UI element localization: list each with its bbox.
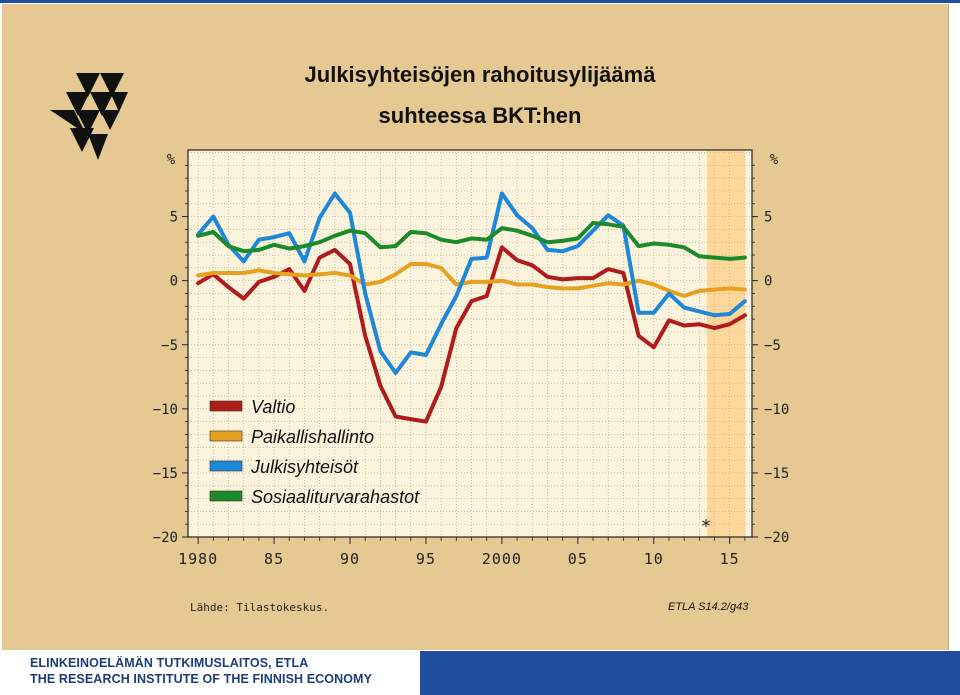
chart-title: Julkisyhteisöjen rahoitusylijäämä (304, 62, 656, 87)
x-tick-label: 1980 (178, 550, 218, 568)
legend-swatch (209, 490, 243, 502)
y-tick-label-right: −10 (764, 402, 789, 418)
legend-label: Sosiaaliturvarahastot (251, 487, 420, 507)
series-line-paikallishallinto (196, 262, 747, 298)
etla-logo-icon (50, 73, 128, 160)
y-tick-label-right: −15 (764, 466, 789, 482)
top-rule (0, 0, 960, 3)
x-tick-label: 85 (264, 550, 284, 568)
y-tick-label-left: 0 (170, 274, 178, 290)
footer-left-panel (22, 651, 420, 695)
plot-area (188, 150, 752, 537)
legend-swatch (209, 400, 243, 412)
series-line-sosiaaliturvarahastot (196, 221, 747, 261)
plot-frame (187, 149, 753, 538)
footer-institute-en: THE RESEARCH INSTITUTE OF THE FINNISH EC… (30, 672, 373, 686)
x-tick-label: 90 (340, 550, 360, 568)
legend-swatch (209, 460, 243, 472)
y-tick-label-right: −20 (764, 530, 789, 546)
legend-swatch (209, 430, 243, 442)
footer-institute-fi: ELINKEINOELÄMÄN TUTKIMUSLAITOS, ETLA (30, 656, 309, 670)
y-tick-label-right: −5 (764, 338, 781, 354)
y-tick-label-left: 5 (170, 210, 178, 226)
legend-label: Valtio (251, 397, 295, 417)
y-unit-label-right: % (770, 152, 779, 168)
y-tick-label-right: 5 (764, 210, 772, 226)
x-tick-label: 10 (644, 550, 664, 568)
forecast-band (706, 150, 745, 537)
x-tick-label: 95 (416, 550, 436, 568)
chart-subtitle: suhteessa BKT:hen (378, 103, 582, 128)
x-tick-label: 15 (720, 550, 740, 568)
y-tick-label-right: 0 (764, 274, 772, 290)
series-line-julkisyhteisöt (196, 191, 747, 375)
x-tick-label: 05 (568, 550, 588, 568)
y-unit-label-left: % (167, 152, 176, 168)
forecast-marker: * (702, 516, 711, 537)
series-line-valtio (196, 245, 747, 424)
footer-blue-band (420, 651, 960, 695)
y-tick-label-left: −20 (153, 530, 178, 546)
x-tick-label: 2000 (482, 550, 522, 568)
legend-label: Julkisyhteisöt (250, 457, 359, 477)
y-tick-label-left: −10 (153, 402, 178, 418)
y-tick-label-left: −5 (161, 338, 178, 354)
chart: 5 5 0 0 −5 −5 −10 −10 −15 −15 −20 −20% % 1980 85 90 95 20… (153, 149, 789, 568)
figure-code: ETLA S14.2/g43 (668, 601, 749, 613)
source-note: Lähde: Tilastokeskus. (190, 601, 330, 614)
legend-label: Paikallishallinto (251, 427, 374, 447)
y-tick-label-left: −15 (153, 466, 178, 482)
